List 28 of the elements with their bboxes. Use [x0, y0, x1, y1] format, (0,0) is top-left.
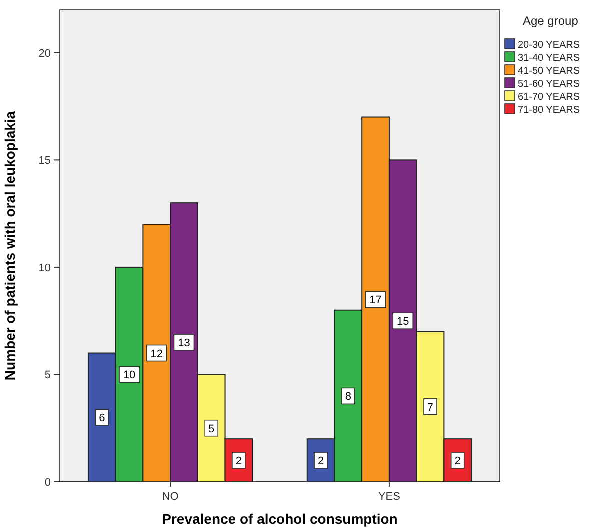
data-label: 8	[345, 391, 352, 404]
legend-label: 31-40 YEARS	[518, 53, 580, 64]
legend-title: Age group	[523, 14, 579, 28]
x-tick-label: NO	[162, 491, 180, 503]
y-tick-label: 0	[44, 477, 51, 489]
data-label: 7	[427, 402, 434, 414]
legend-label: 61-70 YEARS	[518, 92, 580, 103]
legend-label: 41-50 YEARS	[518, 66, 580, 77]
data-label: 5	[208, 423, 215, 436]
y-tick-label: 15	[38, 155, 51, 168]
data-label: 10	[123, 370, 136, 382]
y-tick-label: 5	[44, 370, 51, 382]
legend-label: 71-80 YEARS	[518, 105, 580, 116]
data-label: 17	[370, 294, 382, 307]
data-label: 6	[99, 412, 106, 425]
y-axis-title: Number of patients with oral leukoplakia	[2, 111, 18, 381]
y-tick-label: 10	[38, 262, 51, 274]
data-label: 12	[150, 348, 163, 360]
data-label: 2	[318, 456, 324, 468]
legend-label: 20-30 YEARS	[518, 40, 580, 51]
x-tick-label: YES	[378, 491, 400, 503]
data-label: 2	[236, 456, 242, 468]
x-axis-title: Prevalence of alcohol consumption	[162, 511, 398, 527]
legend-label: 51-60 YEARS	[518, 79, 580, 90]
data-label: 13	[178, 338, 190, 350]
data-label: 2	[454, 456, 461, 468]
data-label: 15	[397, 316, 410, 328]
y-tick-label: 20	[38, 48, 51, 60]
